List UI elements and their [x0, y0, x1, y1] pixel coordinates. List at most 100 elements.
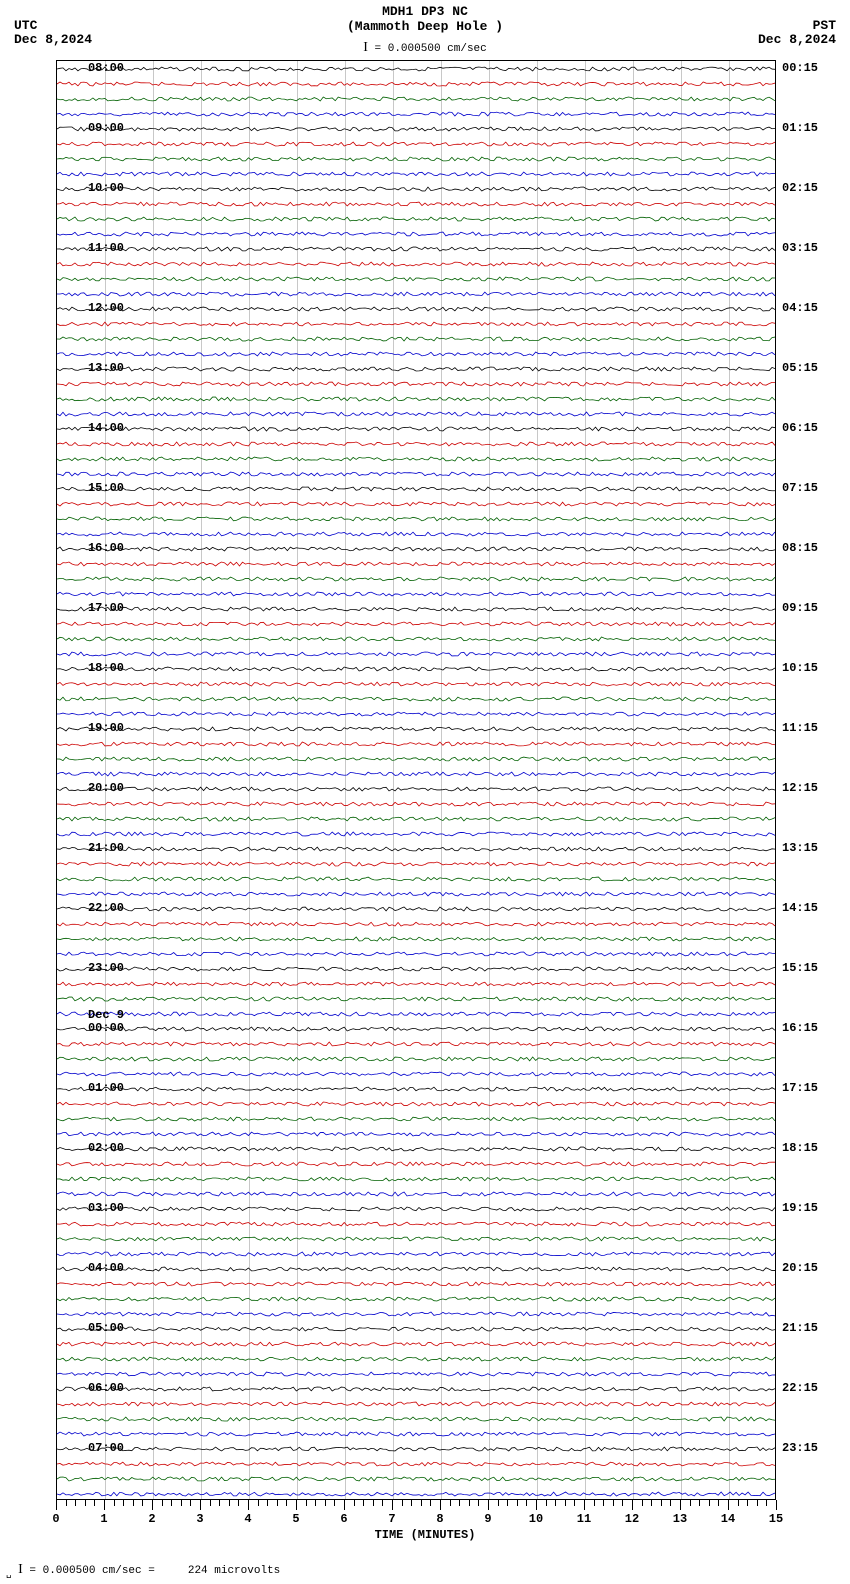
seismic-trace — [57, 561, 775, 567]
seismic-trace — [57, 201, 775, 207]
pst-time-label: 16:15 — [782, 1021, 842, 1035]
right-tz-date: Dec 8,2024 — [758, 32, 836, 47]
seismic-trace — [57, 1296, 775, 1302]
utc-time-label: 23:00 — [64, 961, 124, 975]
x-tick-label: 0 — [52, 1512, 59, 1526]
seismic-trace — [57, 756, 775, 762]
seismic-trace — [57, 516, 775, 522]
seismic-trace — [57, 1401, 775, 1407]
seismic-trace — [57, 771, 775, 777]
seismic-trace — [57, 741, 775, 747]
pst-time-label: 05:15 — [782, 361, 842, 375]
seismic-trace — [57, 876, 775, 882]
utc-time-label: 02:00 — [64, 1141, 124, 1155]
seismic-trace — [57, 636, 775, 642]
seismic-trace — [57, 1416, 775, 1422]
seismic-trace — [57, 1131, 775, 1137]
pst-time-label: 03:15 — [782, 241, 842, 255]
utc-time-label: 04:00 — [64, 1261, 124, 1275]
seismic-trace — [57, 861, 775, 867]
seismic-trace — [57, 1371, 775, 1377]
helicorder-container: MDH1 DP3 NC (Mammoth Deep Hole ) I = 0.0… — [0, 0, 850, 1584]
utc-time-label: 08:00 — [64, 61, 124, 75]
utc-time-label: 13:00 — [64, 361, 124, 375]
chart-title: MDH1 DP3 NC (Mammoth Deep Hole ) — [0, 4, 850, 34]
seismic-trace — [57, 921, 775, 927]
left-tz-label: UTC — [14, 18, 37, 33]
day-rollover-label: Dec 9 — [64, 1008, 124, 1022]
utc-time-label: 01:00 — [64, 1081, 124, 1095]
seismic-trace — [57, 1026, 775, 1032]
x-tick-label: 3 — [196, 1512, 203, 1526]
seismic-trace — [57, 576, 775, 582]
pst-time-label: 04:15 — [782, 301, 842, 315]
seismic-trace — [57, 711, 775, 717]
seismic-trace — [57, 366, 775, 372]
seismic-trace — [57, 441, 775, 447]
seismic-trace — [57, 801, 775, 807]
seismic-trace — [57, 501, 775, 507]
seismic-trace — [57, 186, 775, 192]
utc-time-label: 19:00 — [64, 721, 124, 735]
seismic-trace — [57, 216, 775, 222]
x-tick-label: 6 — [340, 1512, 347, 1526]
seismic-trace — [57, 651, 775, 657]
utc-time-label: 22:00 — [64, 901, 124, 915]
seismic-trace — [57, 1056, 775, 1062]
x-tick-label: 10 — [529, 1512, 543, 1526]
helicorder-plot — [56, 60, 776, 1500]
seismic-trace — [57, 1206, 775, 1212]
scale-indicator-top: I = 0.000500 cm/sec — [0, 40, 850, 56]
seismic-trace — [57, 951, 775, 957]
utc-time-label: 00:00 — [64, 1021, 124, 1035]
pst-time-label: 15:15 — [782, 961, 842, 975]
utc-time-label: 07:00 — [64, 1441, 124, 1455]
x-tick-label: 1 — [100, 1512, 107, 1526]
seismic-trace — [57, 111, 775, 117]
seismic-trace — [57, 141, 775, 147]
utc-time-label: 11:00 — [64, 241, 124, 255]
seismic-trace — [57, 1146, 775, 1152]
seismic-trace — [57, 246, 775, 252]
seismic-trace — [57, 1266, 775, 1272]
pst-time-label: 19:15 — [782, 1201, 842, 1215]
seismic-trace — [57, 1356, 775, 1362]
seismic-trace — [57, 291, 775, 297]
seismic-trace — [57, 261, 775, 267]
seismic-trace — [57, 1341, 775, 1347]
seismic-trace — [57, 726, 775, 732]
x-tick-label: 14 — [721, 1512, 735, 1526]
scale-bar-icon: I — [363, 40, 368, 55]
utc-time-label: 05:00 — [64, 1321, 124, 1335]
seismic-trace — [57, 966, 775, 972]
seismic-trace — [57, 906, 775, 912]
seismic-trace — [57, 606, 775, 612]
seismic-trace — [57, 666, 775, 672]
seismic-trace — [57, 591, 775, 597]
pst-time-label: 00:15 — [782, 61, 842, 75]
pst-time-label: 23:15 — [782, 1441, 842, 1455]
pst-time-label: 07:15 — [782, 481, 842, 495]
utc-time-label: 16:00 — [64, 541, 124, 555]
utc-time-label: 06:00 — [64, 1381, 124, 1395]
x-tick-label: 5 — [292, 1512, 299, 1526]
pst-time-label: 21:15 — [782, 1321, 842, 1335]
seismic-trace — [57, 891, 775, 897]
seismic-trace — [57, 786, 775, 792]
seismic-trace — [57, 1311, 775, 1317]
utc-time-label: 10:00 — [64, 181, 124, 195]
footer-scale: ␣ I = 0.000500 cm/sec = 224 microvolts — [6, 1562, 280, 1579]
seismic-trace — [57, 1101, 775, 1107]
seismic-trace — [57, 1251, 775, 1257]
pst-time-label: 13:15 — [782, 841, 842, 855]
x-tick-label: 4 — [244, 1512, 251, 1526]
x-tick-label: 2 — [148, 1512, 155, 1526]
pst-time-label: 22:15 — [782, 1381, 842, 1395]
seismic-trace — [57, 1221, 775, 1227]
pst-time-label: 10:15 — [782, 661, 842, 675]
utc-time-label: 12:00 — [64, 301, 124, 315]
seismic-trace — [57, 426, 775, 432]
footer-marker: ␣ — [6, 1568, 12, 1579]
pst-time-label: 02:15 — [782, 181, 842, 195]
utc-time-label: 15:00 — [64, 481, 124, 495]
